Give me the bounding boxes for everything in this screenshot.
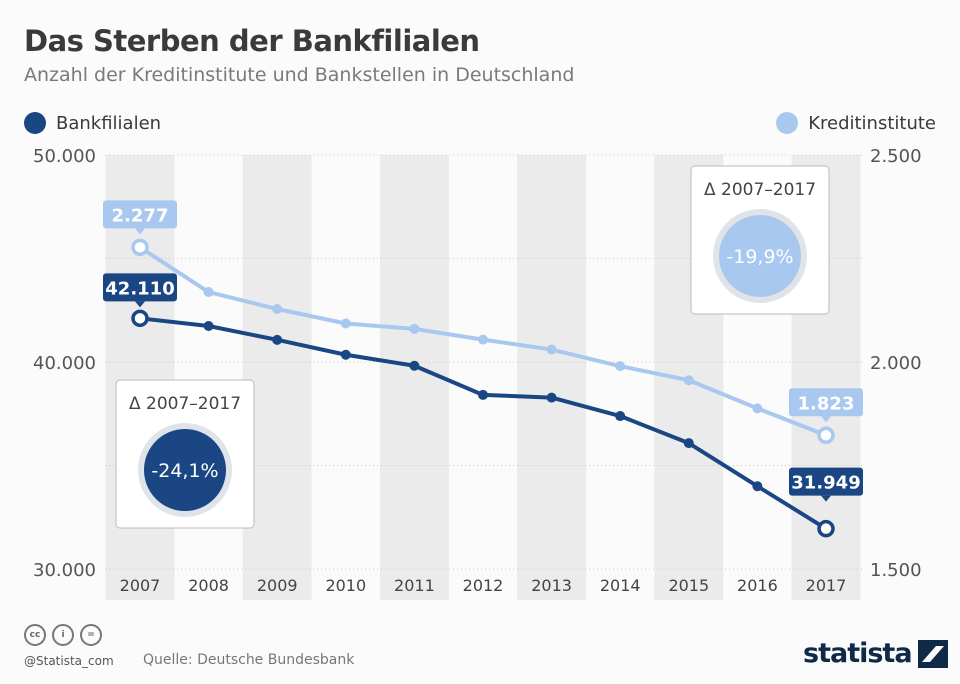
x-tick: 2016 [737,576,778,595]
logo-text: statista [803,638,913,669]
data-point [409,360,420,371]
footer-source: Quelle: Deutsche Bundesbank [143,652,355,668]
y-left-tick: 50.000 [33,146,96,167]
chart-title: Das Sterben der Bankfilialen [24,24,480,58]
data-point [203,287,214,298]
legend-label: Bankfilialen [56,112,162,134]
x-tick: 2012 [463,576,504,595]
x-tick: 2013 [531,576,572,595]
label-bank-2007: 42.110 [103,273,177,308]
data-point [683,438,694,449]
x-tick: 2014 [600,576,641,595]
label-box [103,200,177,229]
logo-mark-icon [917,639,948,668]
license-icons: cc i = [24,624,102,646]
data-point [340,349,351,360]
y-left-tick: 30.000 [33,560,96,581]
y-right-tick: 1.500 [870,560,922,581]
annotation-value: -24,1% [151,460,218,482]
legend-kreditinstitute: Kreditinstitute [776,112,936,134]
by-icon: i [52,624,74,646]
label-box [789,388,863,417]
annotation-bankfilialen: Δ 2007–2017 -24,1% [115,379,255,529]
annotation-title: Δ 2007–2017 [704,180,816,200]
label-kredit-2007: 2.277 [103,200,177,235]
data-point [752,403,763,414]
x-tick: 2015 [668,576,709,595]
label-pointer [135,301,145,308]
x-tick: 2009 [257,576,298,595]
legend-label: Kreditinstitute [808,112,936,134]
footer-handle: @Statista_com [24,654,114,668]
label-kredit-2017: 1.823 [789,388,863,423]
annotation-value: -19,9% [726,246,793,268]
legend-dot-kreditinstitute [776,112,799,134]
data-point-endpoint [131,238,149,257]
data-point [683,375,694,386]
x-tick: 2017 [806,576,847,595]
data-point [546,344,557,355]
data-label: 1.823 [798,393,855,414]
annotation-circle [719,215,801,297]
data-point-endpoint [131,309,149,328]
x-tick: 2007 [120,576,161,595]
data-point [478,334,488,345]
y-right-tick: 2.000 [870,353,922,374]
chart-subtitle: Anzahl der Kreditinstitute und Bankstell… [24,64,575,86]
x-tick: 2011 [394,576,435,595]
x-tick: 2010 [325,576,366,595]
column-shade [517,155,587,600]
data-point-endpoint [817,426,835,445]
data-label: 2.277 [112,205,169,226]
legend-dot-bankfilialen [24,112,46,134]
y-left-tick: 40.000 [33,353,96,374]
data-point [752,481,763,492]
data-point-endpoint [817,519,835,538]
column-shade [242,155,312,600]
annotation-kreditinstitute: Δ 2007–2017 -19,9% [690,165,830,315]
data-point [340,318,351,329]
annotation-circle [144,429,226,511]
nd-icon: = [80,624,102,646]
data-point [546,392,557,403]
annotation-title: Δ 2007–2017 [129,394,241,414]
data-point [203,320,214,331]
x-tick: 2008 [188,576,229,595]
legend-bankfilialen: Bankfilialen [24,112,161,134]
data-point [272,304,283,315]
cc-icon: cc [24,624,46,646]
statista-logo[interactable]: statista [803,638,948,669]
data-label: 42.110 [105,278,174,299]
label-box [789,467,863,496]
label-pointer [821,416,831,423]
data-point [478,389,488,400]
label-bank-2017: 31.949 [789,467,863,502]
y-right-tick: 2.500 [870,146,922,167]
data-point [272,334,283,345]
data-point [615,411,626,422]
label-pointer [135,228,145,235]
label-pointer [821,495,831,502]
data-label: 31.949 [791,473,860,494]
data-point [615,361,626,372]
label-box [103,273,177,302]
data-point [409,323,420,334]
